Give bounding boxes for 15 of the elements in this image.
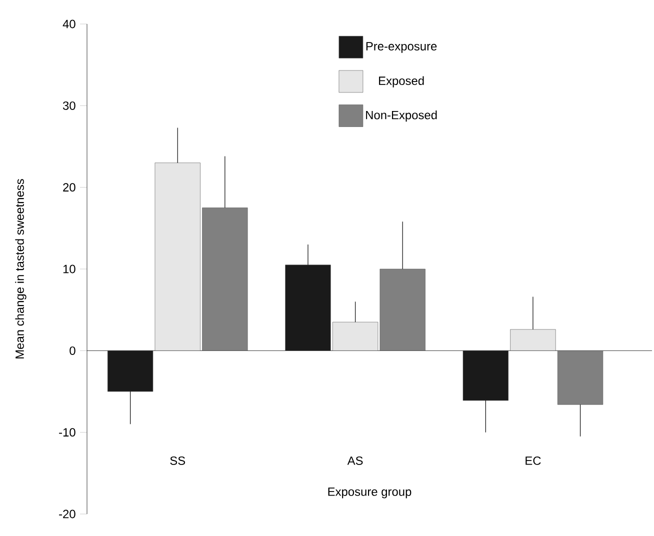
legend-label: Pre-exposure [366, 42, 437, 53]
y-tick-label: 40 [62, 20, 76, 28]
x-tick-label: AS [347, 456, 363, 465]
y-axis-title: Mean change in tasted sweetness [15, 179, 26, 358]
x-tick-label: SS [170, 456, 186, 465]
y-tick-label: -10 [59, 428, 76, 437]
y-tick-label: 30 [62, 101, 76, 110]
y-tick-label: 0 [70, 346, 76, 355]
legend-label: Exposed [379, 76, 424, 88]
legend-label: Non-Exposed [366, 110, 437, 122]
y-tick-label: 20 [63, 183, 76, 192]
y-tick-label: 10 [63, 264, 76, 274]
x-tick-label: EC [526, 456, 541, 465]
x-axis-title: Exposure group [328, 488, 412, 498]
y-tick-label: -20 [59, 510, 76, 518]
